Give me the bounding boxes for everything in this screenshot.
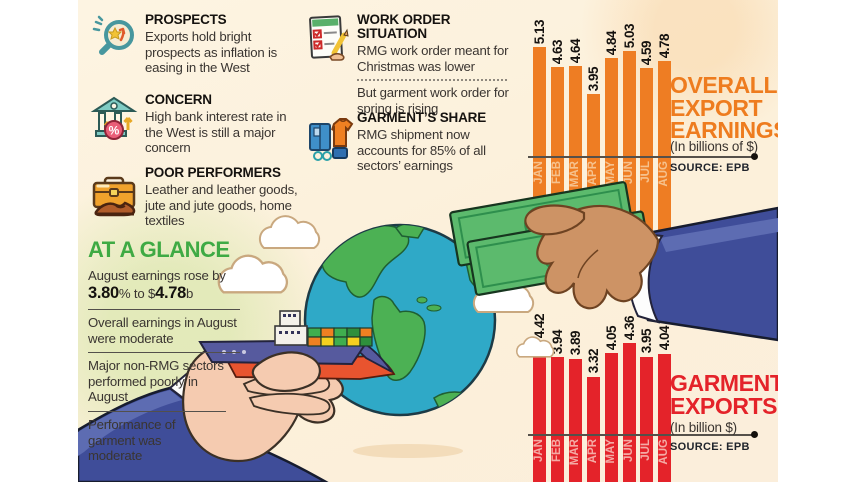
exporter-thumb — [251, 351, 321, 392]
bar-value-label: 4.84 — [603, 31, 619, 56]
insight-body: Leather and leather goods, jute and jute… — [145, 182, 298, 229]
bar — [622, 343, 636, 482]
bar-month-label: MAR — [568, 439, 581, 466]
bar-value-label: 4.59 — [639, 41, 655, 66]
bar-month-label: JUN — [622, 161, 635, 185]
glance-text: % to $ — [118, 285, 156, 301]
bar-month-label: MAR — [568, 161, 581, 188]
insight-prospects: PROSPECTS Exports hold bright prospects … — [145, 12, 307, 76]
insight-body: Exports hold bright prospects as inflati… — [145, 29, 278, 76]
bar-month-label: JUN — [622, 439, 635, 463]
bar-month-label: APR — [586, 161, 599, 186]
svg-text:%: % — [109, 124, 120, 138]
insight-concern: CONCERN High bank interest rate in the W… — [145, 92, 307, 156]
garment-exports-chart: 4.42 JAN 3.94 FEB 3.89 MAR 3.32 APR 4.05 MAY 4.36 J… — [532, 314, 677, 482]
ground-shadow — [353, 444, 463, 458]
garment-chart-axis — [528, 434, 756, 436]
bar — [586, 376, 600, 482]
garment-chart-source: SOURCE: EPB — [670, 441, 750, 453]
bar-value-label: 3.95 — [585, 66, 601, 91]
glance-number: 3.80 — [88, 283, 119, 302]
bar — [533, 341, 546, 482]
checklist-icon — [306, 13, 354, 65]
bar — [533, 46, 546, 252]
overall-chart-title: OVERALL EXPORT EARNINGS — [670, 72, 778, 144]
garment-share-block: GARMENT’S SHARE RMG shipment now account… — [357, 110, 509, 174]
bar — [640, 356, 654, 482]
bar-value-label: 4.04 — [657, 326, 673, 351]
insight-title: POOR PERFORMERS — [145, 165, 281, 180]
bar-value-label: 4.63 — [549, 39, 565, 64]
garment-chart-title: GARMENT EXPORTS — [670, 370, 778, 419]
bar-month-label: JAN — [533, 161, 545, 185]
overall-chart-axis-dot — [751, 153, 758, 160]
at-a-glance-title: AT A GLANCE — [88, 237, 230, 262]
briefcase-shoe-icon — [88, 168, 142, 222]
bar-value-label: 3.94 — [549, 329, 565, 354]
bar-month-label: FEB — [550, 161, 563, 184]
bar-value-label: 3.95 — [639, 329, 655, 354]
glance-item-3: Major non-RMG sectors performed poorly i… — [88, 353, 226, 412]
bar-month-label: FEB — [550, 439, 563, 462]
work-order-block: WORK ORDER SITUATION RMG work order mean… — [357, 12, 509, 116]
bar — [658, 353, 672, 482]
garment-share-title: GARMENT’S SHARE — [357, 110, 487, 125]
glance-item-2: Overall earnings in August were moderate — [88, 310, 240, 354]
glance-item-1: August earnings rose by 3.80% to $4.78b — [88, 263, 240, 311]
bar-value-label: 3.89 — [567, 331, 583, 356]
overall-chart-subtitle: (In billions of $) — [670, 139, 758, 154]
glance-item-4: Performance of garment was moderate — [88, 416, 176, 464]
at-a-glance: AT A GLANCE August earnings rose by 3.80… — [88, 237, 240, 470]
bar-value-label: 4.42 — [532, 314, 547, 339]
glance-text: b — [186, 285, 194, 301]
glance-text: August earnings rose by — [88, 268, 226, 283]
garment-chart-axis-dot — [751, 431, 758, 438]
bar — [622, 50, 636, 252]
bar-month-label: MAY — [604, 161, 617, 186]
insight-poor-performers: POOR PERFORMERS Leather and leather good… — [145, 165, 307, 229]
bar-month-label: JAN — [533, 439, 545, 463]
bar-month-label: JUL — [640, 439, 653, 461]
insight-title: PROSPECTS — [145, 12, 227, 27]
bar-value-label: 4.64 — [567, 39, 583, 64]
dotted-divider — [357, 79, 507, 82]
magnifier-icon — [92, 14, 140, 62]
bar — [550, 356, 564, 482]
garments-icon — [306, 112, 356, 164]
insight-title: CONCERN — [145, 92, 212, 107]
garment-chart-subtitle: (In billion $) — [670, 420, 737, 435]
work-order-title: WORK ORDER SITUATION — [357, 12, 451, 42]
bar-month-label: MAY — [604, 439, 617, 464]
glance-number: 4.78 — [155, 283, 187, 302]
bar-value-label: 5.03 — [621, 23, 637, 48]
insight-body: High bank interest rate in the West is s… — [145, 109, 287, 156]
bar-value-label: 4.78 — [657, 33, 673, 58]
bar-value-label: 3.32 — [585, 349, 601, 374]
bank-icon: % — [90, 94, 138, 144]
bar-month-label: APR — [586, 439, 599, 464]
bar-month-label: JUL — [640, 161, 653, 183]
infographic-canvas: PROSPECTS Exports hold bright prospects … — [78, 0, 778, 482]
work-order-body1: RMG work order meant for Christmas was l… — [357, 43, 509, 74]
bar — [604, 353, 618, 482]
globe — [303, 223, 497, 417]
overall-export-earnings-chart: 5.13 JAN 4.63 FEB 4.64 MAR 3.95 APR 4.84 MAY 5.03 J… — [532, 20, 677, 252]
overall-chart-source: SOURCE: EPB — [670, 162, 750, 174]
bar-value-label: 5.13 — [532, 19, 547, 44]
bar — [568, 66, 582, 252]
bar-value-label: 4.05 — [603, 326, 619, 351]
bar-value-label: 4.36 — [621, 316, 637, 341]
work-order-body2: But garment work order for spring is ris… — [357, 85, 509, 116]
garment-share-body: RMG shipment now accounts for 85% of all… — [357, 127, 486, 174]
overall-chart-axis — [528, 156, 756, 158]
bar — [568, 358, 582, 482]
bar — [550, 66, 564, 252]
